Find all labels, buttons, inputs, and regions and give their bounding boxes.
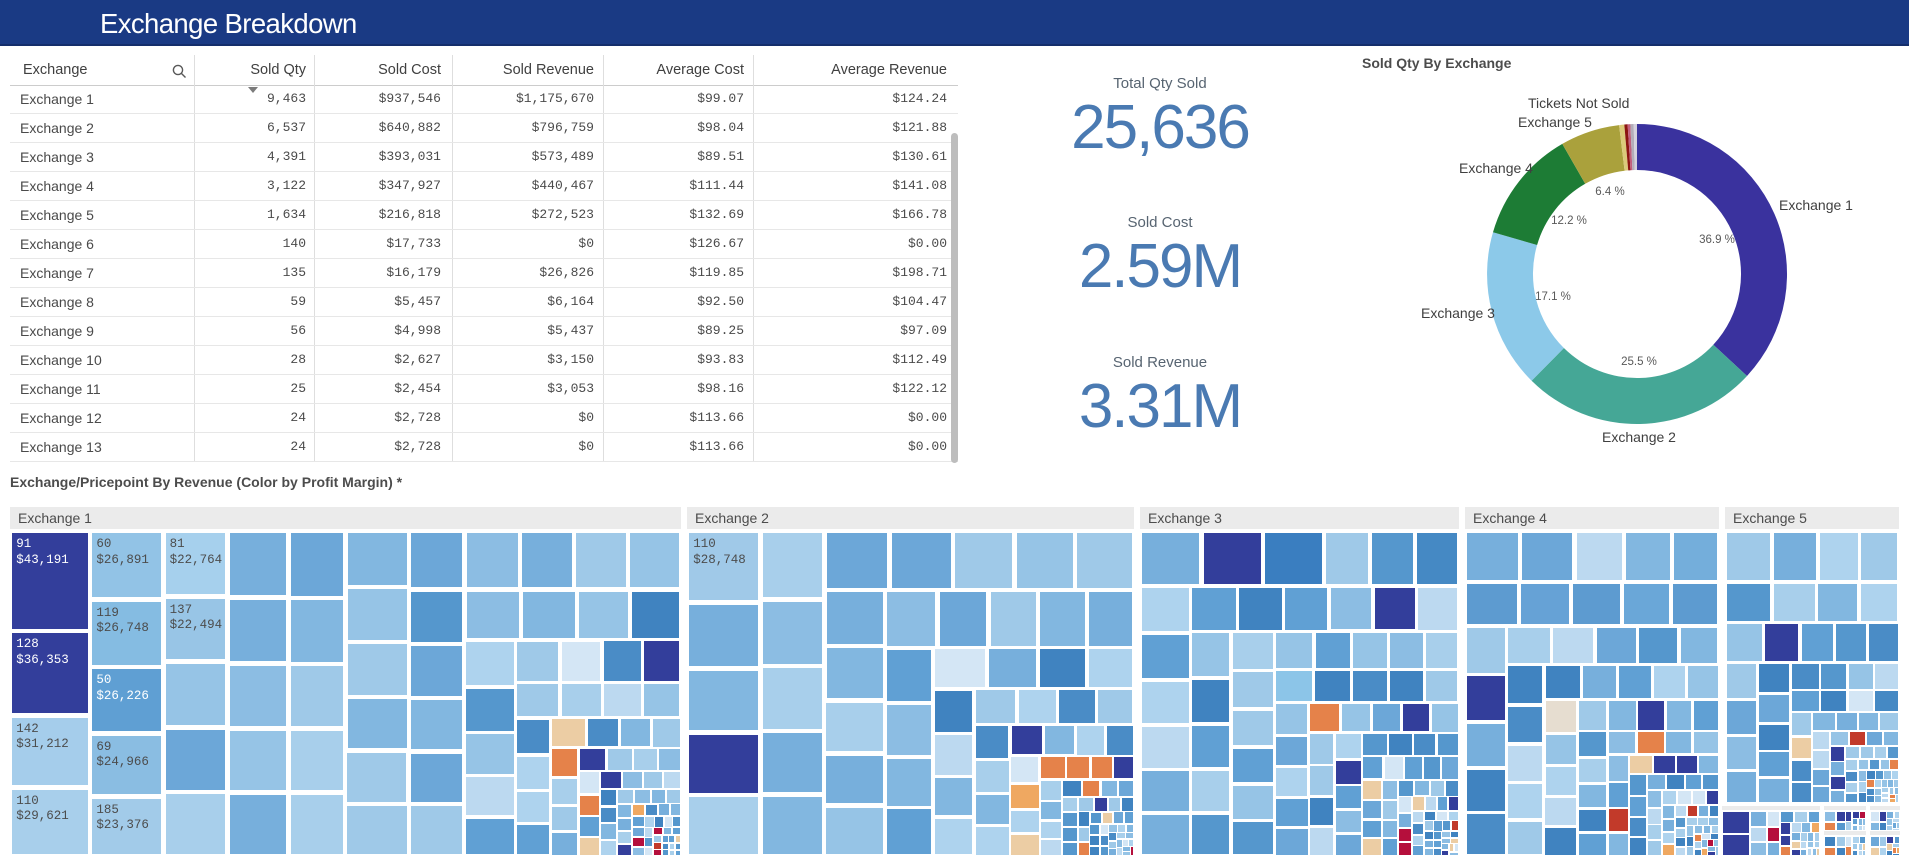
svg-text:6.4 %: 6.4 % bbox=[1595, 186, 1624, 198]
svg-text:17.1 %: 17.1 % bbox=[1535, 291, 1571, 303]
svg-text:12.2 %: 12.2 % bbox=[1551, 215, 1587, 227]
svg-text:36.9 %: 36.9 % bbox=[1699, 234, 1735, 246]
svg-text:25.5 %: 25.5 % bbox=[1621, 356, 1657, 368]
